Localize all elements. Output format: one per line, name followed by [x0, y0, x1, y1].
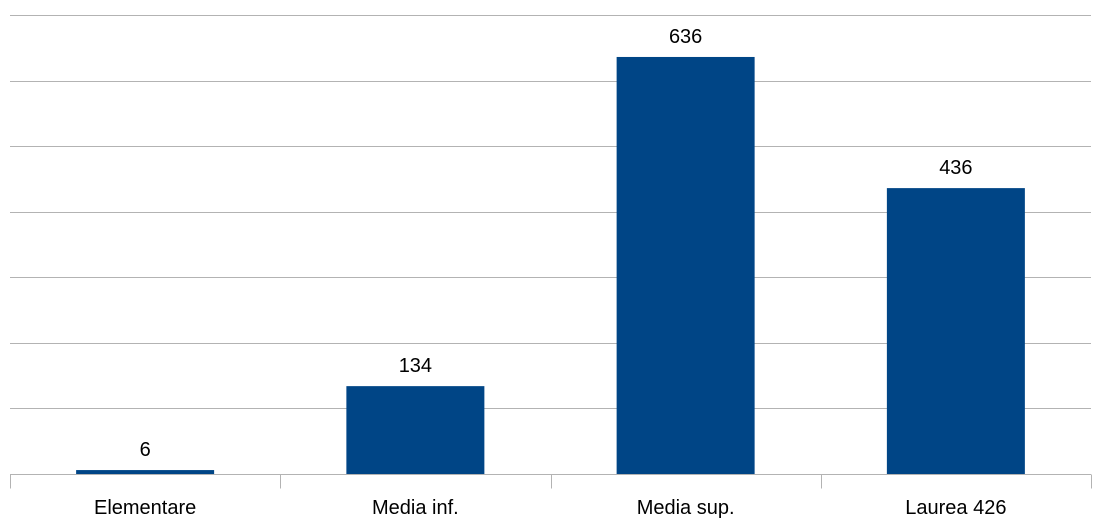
data-labels: 6 134 636 436: [140, 26, 973, 461]
x-tick-label-3: Media sup.: [637, 497, 735, 519]
data-label-4: 436: [939, 157, 972, 179]
x-axis: [10, 474, 1092, 489]
bar-3: [616, 56, 755, 475]
data-label-3: 636: [669, 26, 702, 48]
x-tick-label-1: Elementare: [94, 497, 196, 519]
bars: [76, 56, 1025, 475]
gridlines: [10, 15, 1091, 475]
bar-1: [76, 470, 215, 474]
bar-4: [886, 188, 1025, 474]
data-label-2: 134: [399, 355, 432, 377]
x-tick-label-2: Media inf.: [372, 497, 459, 519]
category-labels: Elementare Media inf. Media sup. Laurea 426: [94, 497, 1006, 519]
x-tick-label-4: Laurea 426: [905, 497, 1006, 519]
data-label-1: 6: [140, 439, 151, 461]
bar-2: [346, 386, 485, 474]
